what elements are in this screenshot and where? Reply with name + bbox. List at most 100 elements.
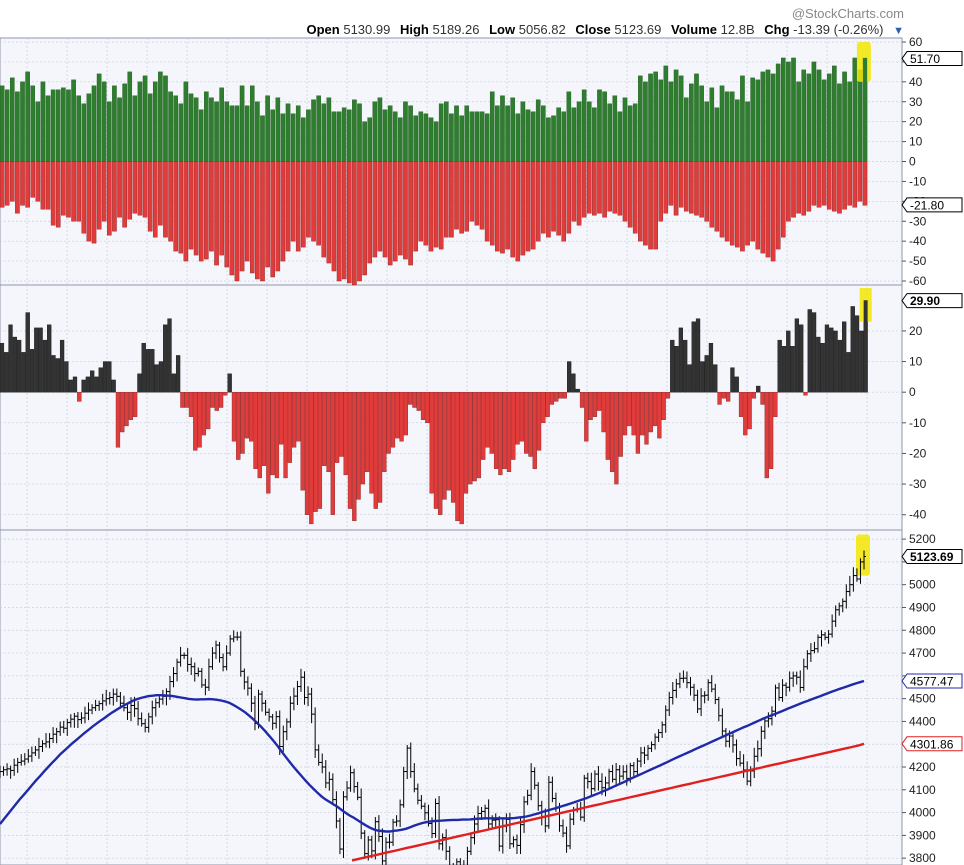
decline-bar xyxy=(816,161,822,208)
net-positive-bar xyxy=(163,324,168,393)
decline-bar xyxy=(592,161,597,216)
highlight-marker xyxy=(856,534,870,576)
advance-bar xyxy=(530,111,536,162)
decline-bar xyxy=(678,161,684,208)
net-negative-bar xyxy=(450,391,456,503)
advance-bar xyxy=(265,95,270,162)
value-marker-box xyxy=(901,549,963,565)
advance-bar xyxy=(244,105,250,162)
advance-bar xyxy=(306,109,311,162)
advance-bar xyxy=(219,87,224,162)
decline-bar xyxy=(142,161,148,218)
decline-bar xyxy=(311,161,316,242)
decline-bar xyxy=(132,161,138,214)
net-positive-bar xyxy=(4,352,9,393)
tick-label: 4000 xyxy=(909,806,936,820)
net-negative-bar xyxy=(609,391,615,473)
advance-bar xyxy=(418,111,424,162)
advance-bar xyxy=(745,101,750,162)
net-positive-bar xyxy=(171,373,176,393)
decline-bar xyxy=(643,161,648,246)
decline-bar xyxy=(602,161,607,218)
advance-bar xyxy=(622,97,628,162)
decline-bar xyxy=(367,161,373,264)
tick-label: 4200 xyxy=(909,760,936,774)
net-negative-bar xyxy=(270,391,275,476)
advance-bar xyxy=(791,57,796,162)
decline-bar xyxy=(280,161,286,262)
advance-bar xyxy=(489,91,495,162)
net-positive-bar xyxy=(820,342,825,393)
decline-bar xyxy=(566,161,572,234)
net-negative-bar xyxy=(369,391,374,494)
decline-bar xyxy=(219,161,224,256)
net-positive-bar xyxy=(678,327,683,393)
advance-bar xyxy=(510,97,515,162)
decline-bar xyxy=(724,161,730,242)
advance-bar xyxy=(433,121,439,162)
advance-bar xyxy=(709,87,715,162)
decline-bar xyxy=(556,161,561,236)
net-positive-bar xyxy=(94,376,99,393)
decline-bar xyxy=(663,161,669,214)
advance-bar xyxy=(101,81,107,162)
advance-bar xyxy=(249,85,255,162)
net-negative-bar xyxy=(618,391,623,457)
decline-bar xyxy=(295,161,301,252)
decline-bar xyxy=(612,161,618,214)
decline-bar xyxy=(382,161,388,258)
net-negative-bar xyxy=(601,391,606,433)
decline-bar xyxy=(352,161,357,286)
advance-bar xyxy=(239,85,245,162)
open-label: Open xyxy=(306,22,340,37)
advance-bar xyxy=(15,91,20,162)
net-negative-bar xyxy=(416,391,421,411)
net-positive-bar xyxy=(824,324,830,393)
net-negative-bar xyxy=(545,391,550,417)
net-positive-bar xyxy=(854,315,860,393)
net-negative-bar xyxy=(588,391,593,420)
decline-bar xyxy=(806,161,812,212)
net-negative-bar xyxy=(549,391,555,405)
net-negative-bar xyxy=(197,391,202,448)
advance-bar xyxy=(653,71,658,162)
net-negative-bar xyxy=(326,391,331,473)
decline-bar xyxy=(198,161,204,262)
advance-bar xyxy=(683,97,689,162)
decline-bar xyxy=(107,161,112,236)
advance-bar xyxy=(719,85,725,162)
decline-bar xyxy=(862,161,868,206)
net-negative-bar xyxy=(640,391,645,436)
tick-label: 10 xyxy=(909,355,923,369)
decline-bar xyxy=(321,161,327,258)
net-positive-bar xyxy=(102,361,108,393)
net-negative-bar xyxy=(472,391,477,482)
advance-bar xyxy=(86,93,92,162)
advance-bar xyxy=(255,101,260,162)
net-negative-bar xyxy=(231,391,237,442)
net-negative-bar xyxy=(193,391,198,451)
advance-bar xyxy=(643,81,648,162)
net-positive-bar xyxy=(790,346,795,393)
advance-bar xyxy=(285,103,291,162)
tick-label: 30 xyxy=(909,95,923,109)
advance-bar xyxy=(862,57,868,162)
net-negative-bar xyxy=(124,391,129,427)
decline-bar xyxy=(127,161,133,220)
net-positive-bar xyxy=(51,355,56,393)
decline-bar xyxy=(576,161,582,226)
advance-bar xyxy=(398,117,403,162)
dropdown-icon[interactable]: ▼ xyxy=(893,25,904,37)
high-label: High xyxy=(399,22,429,37)
net-positive-bar xyxy=(571,373,576,393)
advance-bar xyxy=(372,101,378,162)
net-positive-bar xyxy=(64,361,69,393)
net-negative-bar xyxy=(184,391,189,408)
net-positive-bar xyxy=(833,330,838,393)
decline-bar xyxy=(622,161,628,222)
decline-bar xyxy=(408,161,413,266)
net-negative-bar xyxy=(283,391,288,479)
advance-bar xyxy=(826,73,832,162)
net-negative-bar xyxy=(438,391,443,515)
net-positive-bar xyxy=(704,355,709,393)
